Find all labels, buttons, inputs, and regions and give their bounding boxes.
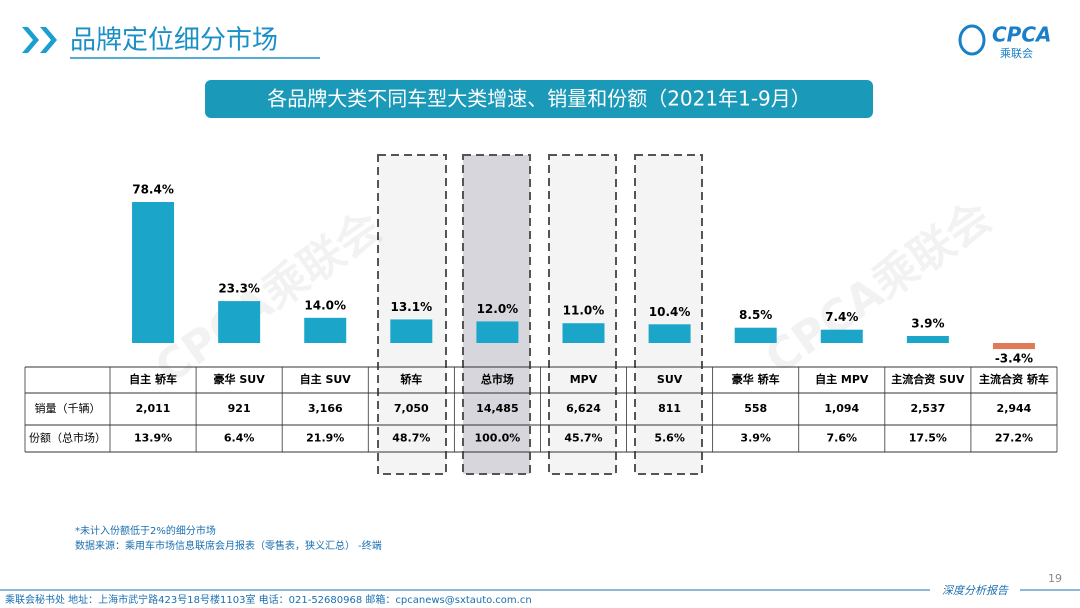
column-header: 主流合资 轿车 [979, 372, 1049, 386]
column-header: MPV [570, 373, 598, 386]
table-cell: 45.7% [564, 432, 602, 445]
table-cell: 921 [228, 402, 251, 415]
chevrons [22, 27, 57, 53]
bar [820, 329, 863, 343]
value-label: 8.5% [739, 308, 772, 322]
value-label: 3.9% [911, 316, 944, 330]
value-label: 14.0% [304, 298, 346, 312]
value-label: 11.0% [563, 304, 605, 318]
highlight-boxes [377, 154, 703, 475]
highlight-box [634, 154, 703, 475]
logo-mark [958, 24, 986, 56]
table-cell: 6.4% [224, 432, 255, 445]
value-label: 7.4% [825, 310, 858, 324]
value-label: 13.1% [390, 300, 432, 314]
row-label: 份额（总市场） [29, 431, 106, 445]
column-header: 自主 MPV [815, 372, 869, 386]
table-cell: 1,094 [824, 402, 859, 415]
value-label: 78.4% [132, 183, 174, 197]
subtitle-box [205, 80, 873, 118]
bar [218, 301, 261, 343]
table-cell: 3.9% [740, 432, 771, 445]
column-header: 轿车 [400, 372, 422, 386]
value-label: 12.0% [477, 302, 519, 316]
bar [390, 319, 433, 343]
chart-title: 各品牌大类不同车型大类增速、销量和份额（2021年1-9月） [267, 87, 811, 111]
table-cell: 5.6% [654, 432, 685, 445]
highlight-box [462, 154, 531, 475]
highlight-box [548, 154, 617, 475]
table-cell: 6,624 [566, 402, 601, 415]
bar [734, 327, 777, 343]
table-cell: 14,485 [476, 402, 518, 415]
column-header: 自主 SUV [300, 372, 352, 386]
footer-contact: 乘联会秘书处 地址：上海市武宁路423号18号楼1103室 电话：021-526… [5, 593, 532, 606]
column-header: SUV [657, 373, 683, 386]
table-cell: 13.9% [134, 432, 172, 445]
value-label: 10.4% [649, 305, 691, 319]
bar [476, 321, 519, 343]
page-title: 品牌定位细分市场 [70, 26, 278, 56]
chart: 78.4% 23.3% 14.0% 13.1% 12.0% 11.0% 10.4% 8.5% 7… [24, 183, 1058, 453]
table-cell: 2,537 [910, 402, 945, 415]
bar [906, 335, 949, 343]
note: 数据来源：乘用车市场信息联席会月报表（零售表，狭义汇总） -终端 [75, 539, 382, 552]
table-cell: 7.6% [827, 432, 858, 445]
footer-tag: 深度分析报告 [942, 584, 1009, 597]
table-cell: 27.2% [995, 432, 1033, 445]
bar [132, 202, 175, 343]
bar [992, 343, 1035, 350]
bar [648, 324, 691, 343]
table-cell: 2,944 [997, 402, 1032, 415]
bar [304, 317, 347, 343]
page-number: 19 [1048, 572, 1062, 585]
row-label: 销量（千辆） [35, 401, 101, 415]
bar [562, 323, 605, 343]
header: 品牌定位细分市场 CPCA 乘联会 [22, 23, 1052, 60]
table-cell: 100.0% [474, 432, 520, 445]
table-cell: 7,050 [394, 402, 429, 415]
table-cell: 21.9% [306, 432, 344, 445]
logo-sub: 乘联会 [1000, 47, 1033, 60]
watermark: CPCA乘联会 [756, 192, 1001, 385]
value-label: 23.3% [218, 282, 260, 296]
watermark: CPCA乘联会 [146, 202, 391, 395]
table-cell: 558 [744, 402, 767, 415]
column-header: 豪华 轿车 [732, 372, 780, 386]
value-label: -3.4% [995, 352, 1033, 366]
table-cell: 17.5% [909, 432, 947, 445]
table-cell: 811 [658, 402, 681, 415]
note: *未计入份额低于2%的细分市场 [75, 524, 216, 537]
column-header: 主流合资 SUV [891, 372, 965, 386]
table-cell: 3,166 [308, 402, 343, 415]
column-header: 豪华 SUV [214, 372, 266, 386]
table-cell: 2,011 [136, 402, 171, 415]
table-cell: 48.7% [392, 432, 430, 445]
highlight-box [377, 154, 447, 475]
logo-text: CPCA [992, 23, 1052, 47]
column-header: 自主 轿车 [129, 372, 177, 386]
column-header: 总市场 [481, 372, 514, 386]
